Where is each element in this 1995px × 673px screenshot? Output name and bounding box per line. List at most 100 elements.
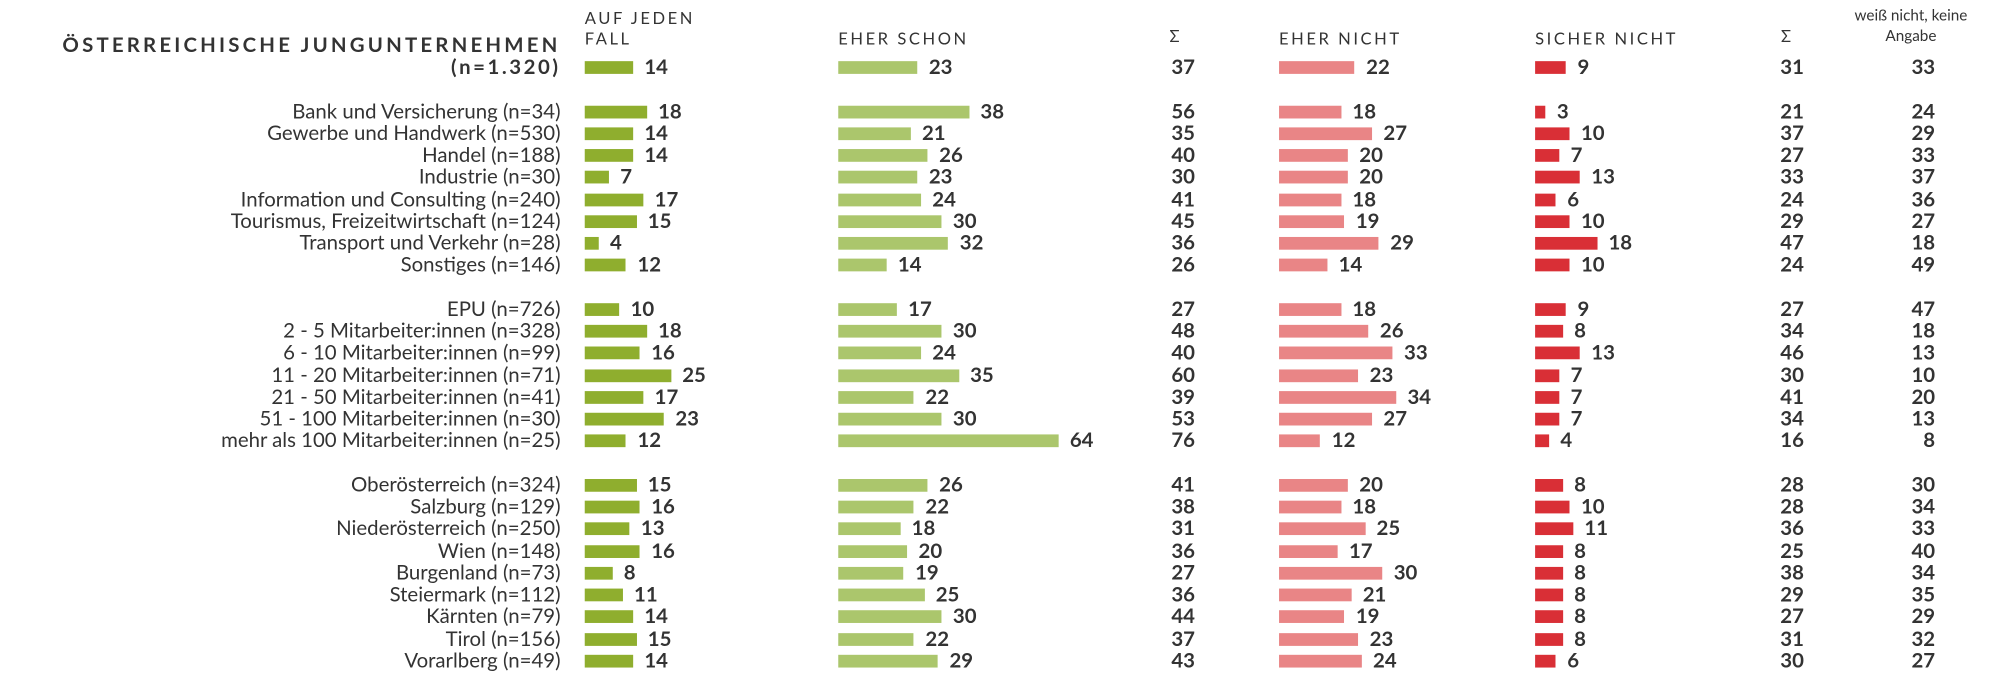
bar	[584, 390, 644, 404]
value-label: 40	[1911, 538, 1936, 563]
value-label: 40	[1171, 142, 1195, 167]
bar	[838, 412, 942, 426]
value-label: 27	[1780, 296, 1804, 321]
row-label: Handel (n=188)	[422, 142, 561, 167]
bar	[584, 193, 644, 206]
value-label: 17	[908, 296, 932, 321]
bar	[584, 324, 647, 338]
bar	[1279, 434, 1321, 448]
row-label: 11 - 20 Mitarbeiter:innen (n=71)	[271, 362, 561, 387]
value-label: 11	[1584, 516, 1609, 541]
value-label: 18	[1352, 98, 1377, 123]
value-label: 36	[1780, 516, 1804, 541]
value-label: 34	[1780, 318, 1804, 343]
bar	[1279, 302, 1341, 316]
value-label: 21	[1780, 98, 1804, 123]
row-label: Steiermark (n=112)	[389, 582, 561, 607]
value-label: 30	[952, 318, 977, 343]
value-label: 13	[1591, 164, 1615, 189]
bar	[1535, 654, 1556, 668]
value-label: 8	[1574, 582, 1586, 607]
value-label: 28	[1780, 494, 1804, 519]
value-label: 12	[637, 428, 662, 453]
value-label: 7	[620, 164, 633, 189]
bar	[1535, 500, 1570, 514]
value-label: 8	[1574, 472, 1586, 497]
bar	[1535, 258, 1570, 272]
value-label: 9	[1577, 296, 1590, 321]
column-header: Σ	[1169, 25, 1183, 46]
row-label: Transport und Verkehr (n=28)	[299, 230, 561, 255]
row-label: Wien (n=148)	[437, 538, 561, 563]
bar	[584, 544, 640, 558]
value-label: 8	[1574, 626, 1586, 651]
bar	[1279, 544, 1338, 558]
value-label: 18	[911, 516, 936, 541]
value-label: 29	[949, 648, 974, 673]
row-label: Tourismus, Freizeitwirtschaft (n=124)	[230, 208, 561, 233]
bar	[1279, 500, 1341, 514]
value-label: 6	[1567, 186, 1580, 211]
bar	[838, 368, 959, 382]
bar	[838, 500, 914, 514]
value-label: 7	[1570, 142, 1583, 167]
bar	[584, 566, 613, 580]
row-label: Bank und Versicherung (n=34)	[292, 98, 561, 123]
bar	[1279, 654, 1362, 668]
value-label: 16	[1780, 428, 1804, 453]
value-label: 17	[654, 186, 679, 211]
value-label: 48	[1171, 318, 1195, 343]
row-label: Salzburg (n=129)	[410, 494, 561, 519]
bar	[1535, 149, 1560, 162]
bar	[1279, 61, 1355, 74]
bar	[1535, 478, 1563, 492]
value-label: 6	[1567, 648, 1580, 673]
value-label: 37	[1171, 626, 1195, 651]
value-label: 46	[1780, 340, 1804, 365]
value-label: 16	[651, 494, 675, 519]
bar	[1535, 193, 1556, 206]
row-label: Tirol (n=156)	[445, 626, 561, 651]
value-label: 20	[1359, 142, 1383, 167]
value-label: 15	[647, 472, 672, 497]
value-label: 30	[952, 406, 977, 431]
value-label: 17	[1348, 538, 1373, 563]
value-label: 38	[980, 98, 1005, 123]
value-label: 41	[1171, 472, 1195, 497]
value-label: 26	[1379, 318, 1404, 343]
value-label: 10	[1911, 362, 1936, 387]
value-label: 10	[1580, 208, 1605, 233]
value-label: 18	[1352, 296, 1377, 321]
value-label: 10	[1580, 252, 1605, 277]
row-label: 21 - 50 Mitarbeiter:innen (n=41)	[271, 384, 561, 409]
value-label: 25	[1780, 538, 1804, 563]
bar	[584, 214, 637, 228]
bar	[1279, 632, 1359, 646]
column-header: AUF JEDEN FALL	[584, 7, 695, 49]
value-label: 36	[1911, 186, 1936, 211]
value-label: 29	[1780, 208, 1804, 233]
value-label: 18	[658, 318, 682, 343]
value-label: 56	[1171, 98, 1195, 123]
bar	[838, 522, 901, 536]
bar	[584, 149, 633, 162]
bar	[1279, 171, 1348, 184]
bar	[1535, 566, 1563, 580]
value-label: 24	[1911, 98, 1936, 123]
bar	[1279, 566, 1383, 580]
bar	[1279, 588, 1352, 602]
value-label: 23	[928, 164, 953, 189]
value-label: 33	[1911, 54, 1936, 79]
value-label: 9	[1577, 54, 1590, 79]
bar	[584, 434, 627, 448]
bar	[1535, 368, 1560, 382]
value-label: 11	[634, 582, 658, 607]
value-label: 34	[1780, 406, 1804, 431]
value-label: 12	[1331, 428, 1356, 453]
value-label: 22	[925, 626, 950, 651]
bar	[838, 214, 942, 228]
value-label: 36	[1171, 230, 1195, 255]
column-header: Σ	[1780, 25, 1794, 46]
value-label: 14	[644, 120, 669, 145]
